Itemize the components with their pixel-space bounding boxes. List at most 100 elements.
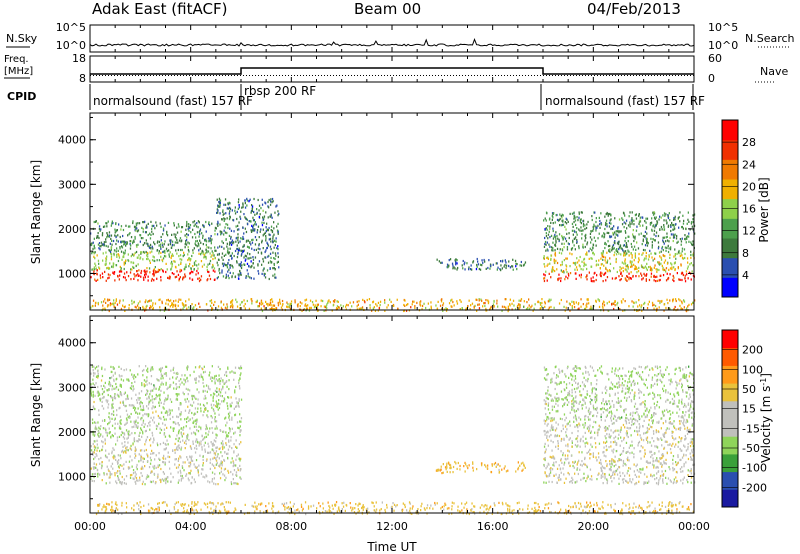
range-gate-point bbox=[229, 371, 231, 374]
range-gate-point bbox=[362, 298, 364, 301]
range-gate-point bbox=[165, 365, 167, 368]
range-gate-point bbox=[106, 305, 109, 308]
range-gate-point bbox=[582, 440, 584, 443]
range-gate-point bbox=[92, 378, 94, 381]
range-gate-point bbox=[221, 400, 223, 403]
range-gate-point bbox=[264, 276, 267, 279]
range-gate-point bbox=[393, 304, 395, 307]
range-gate-point bbox=[626, 265, 628, 268]
range-gate-point bbox=[561, 263, 563, 266]
range-gate-point bbox=[614, 242, 616, 245]
range-gate-point bbox=[152, 411, 154, 414]
range-gate-point bbox=[645, 279, 647, 282]
range-gate-point bbox=[219, 403, 221, 406]
range-gate-point bbox=[576, 240, 578, 243]
range-gate-point bbox=[219, 245, 221, 248]
range-gate-point bbox=[132, 477, 134, 480]
range-gate-point bbox=[203, 385, 205, 388]
range-gate-point bbox=[667, 214, 669, 217]
range-gate-point bbox=[183, 276, 185, 279]
range-gate-point bbox=[568, 302, 571, 305]
range-gate-point bbox=[108, 231, 111, 234]
range-gate-point bbox=[656, 477, 658, 480]
range-gate-point bbox=[499, 268, 501, 271]
range-gate-point bbox=[200, 472, 203, 475]
range-gate-point bbox=[116, 229, 118, 232]
range-gate-point bbox=[486, 467, 489, 470]
range-gate-point bbox=[202, 403, 205, 407]
range-gate-point bbox=[326, 306, 328, 310]
range-gate-point bbox=[201, 265, 204, 268]
range-gate-point bbox=[159, 416, 161, 419]
range-gate-point bbox=[646, 262, 648, 265]
range-gate-point bbox=[185, 243, 188, 246]
range-gate-point bbox=[117, 275, 119, 278]
range-gate-point bbox=[237, 239, 239, 242]
range-gate-point bbox=[660, 216, 662, 219]
range-gate-point bbox=[673, 255, 675, 258]
range-gate-point bbox=[572, 225, 574, 228]
range-gate-point bbox=[260, 228, 262, 231]
range-gate-point bbox=[137, 229, 140, 232]
range-gate-point bbox=[170, 299, 172, 302]
range-gate-point bbox=[615, 276, 617, 280]
range-gate-point bbox=[235, 405, 238, 408]
range-gate-point bbox=[244, 259, 246, 262]
range-gate-point bbox=[553, 306, 555, 309]
range-gate-point bbox=[673, 225, 675, 228]
range-gate-point bbox=[559, 217, 561, 221]
range-gate-point bbox=[198, 249, 200, 252]
range-gate-point bbox=[442, 463, 444, 466]
range-gate-point bbox=[108, 276, 110, 279]
range-gate-point bbox=[126, 437, 128, 440]
range-gate-point bbox=[452, 267, 454, 270]
range-gate-point bbox=[143, 251, 146, 254]
range-gate-point bbox=[151, 230, 153, 233]
range-gate-point bbox=[121, 374, 123, 378]
range-gate-point bbox=[504, 264, 506, 267]
range-gate-point bbox=[633, 219, 635, 222]
range-gate-point bbox=[281, 304, 284, 307]
range-gate-point bbox=[129, 433, 131, 436]
range-gate-point bbox=[210, 242, 212, 245]
range-gate-point bbox=[216, 461, 218, 464]
range-gate-point bbox=[92, 372, 95, 375]
range-gate-point bbox=[229, 405, 232, 408]
range-gate-point bbox=[589, 247, 591, 250]
range-gate-point bbox=[205, 407, 207, 410]
range-gate-point bbox=[194, 447, 196, 450]
range-gate-point bbox=[99, 449, 101, 453]
range-gate-point bbox=[446, 470, 448, 473]
range-gate-point bbox=[390, 300, 392, 303]
range-gate-point bbox=[590, 257, 592, 260]
range-gate-point bbox=[591, 218, 593, 222]
range-gate-point bbox=[243, 305, 245, 308]
range-gate-point bbox=[579, 220, 582, 223]
range-gate-point bbox=[591, 238, 593, 241]
range-gate-point bbox=[135, 264, 137, 268]
range-gate-point bbox=[182, 428, 184, 431]
range-gate-point bbox=[202, 414, 204, 417]
range-gate-point bbox=[564, 225, 566, 228]
range-gate-point bbox=[200, 251, 203, 254]
range-gate-point bbox=[156, 395, 158, 398]
range-gate-point bbox=[252, 227, 254, 230]
range-gate-point bbox=[543, 245, 546, 248]
range-gate-point bbox=[555, 239, 557, 242]
range-gate-point bbox=[187, 458, 189, 461]
range-gate-point bbox=[148, 397, 150, 400]
range-gate-point bbox=[404, 304, 406, 307]
range-gate-point bbox=[275, 254, 277, 257]
range-gate-point bbox=[137, 302, 140, 305]
range-gate-point bbox=[171, 265, 173, 268]
range-gate-point bbox=[167, 243, 169, 246]
range-gate-point bbox=[249, 220, 252, 223]
range-gate-point bbox=[580, 298, 582, 301]
range-gate-point bbox=[681, 250, 683, 253]
range-gate-point bbox=[227, 251, 230, 254]
range-gate-point bbox=[594, 271, 596, 274]
range-gate-point bbox=[630, 265, 632, 268]
range-gate-point bbox=[173, 371, 175, 374]
range-gate-point bbox=[169, 239, 171, 242]
range-gate-point bbox=[600, 223, 603, 226]
